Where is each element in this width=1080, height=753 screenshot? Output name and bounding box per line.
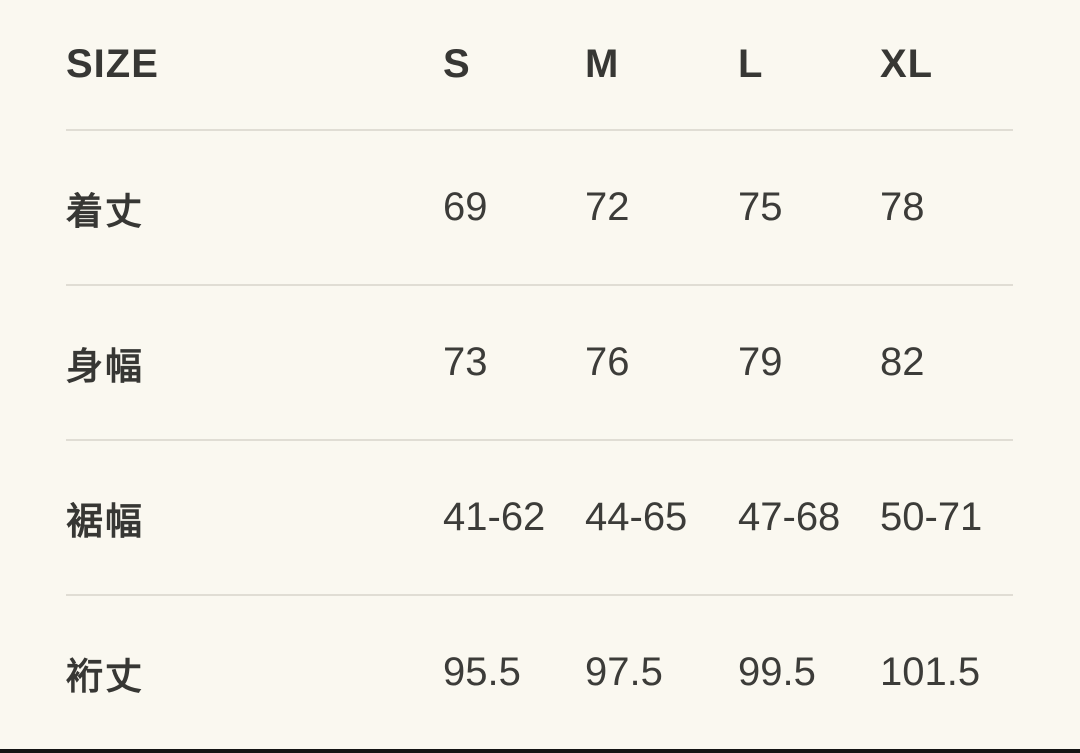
value-body-width-m: 76 [585,340,630,384]
size-header-l: L [738,42,764,86]
value-body-width-s: 73 [443,340,488,384]
value-body-length-xl: 78 [880,185,925,229]
value-hem-width-xl: 50-71 [880,495,983,539]
value-sleeve-length-m: 97.5 [585,650,663,694]
value-body-width-xl: 82 [880,340,925,384]
size-header-m: M [585,42,620,86]
table-row-hem-width: 裾幅 41-62 44-65 47-68 50-71 [66,439,1013,594]
size-column-header: SIZE [66,42,159,86]
table-row-body-width: 身幅 73 76 79 82 [66,284,1013,439]
bottom-divider-bar [0,749,1080,753]
value-body-width-l: 79 [738,340,783,384]
table-row-body-length: 着丈 69 72 75 78 [66,129,1013,284]
value-hem-width-l: 47-68 [738,495,841,539]
value-body-length-l: 75 [738,185,783,229]
value-body-length-m: 72 [585,185,630,229]
row-label-body-length: 着丈 [66,190,144,232]
value-sleeve-length-s: 95.5 [443,650,521,694]
value-sleeve-length-xl: 101.5 [880,650,981,694]
table-row-sleeve-length: 裄丈 95.5 97.5 99.5 101.5 [66,594,1013,749]
row-label-hem-width: 裾幅 [66,500,144,542]
size-header-xl: XL [880,42,934,86]
value-hem-width-m: 44-65 [585,495,688,539]
row-label-body-width: 身幅 [66,345,144,387]
size-header-s: S [443,42,471,86]
value-hem-width-s: 41-62 [443,495,546,539]
value-sleeve-length-l: 99.5 [738,650,816,694]
value-body-length-s: 69 [443,185,488,229]
row-label-sleeve-length: 裄丈 [66,655,144,697]
size-chart-table: SIZE S M L XL 着丈 69 72 75 78 身幅 73 76 79… [66,0,1013,749]
size-chart-header-row: SIZE S M L XL [66,0,1013,129]
